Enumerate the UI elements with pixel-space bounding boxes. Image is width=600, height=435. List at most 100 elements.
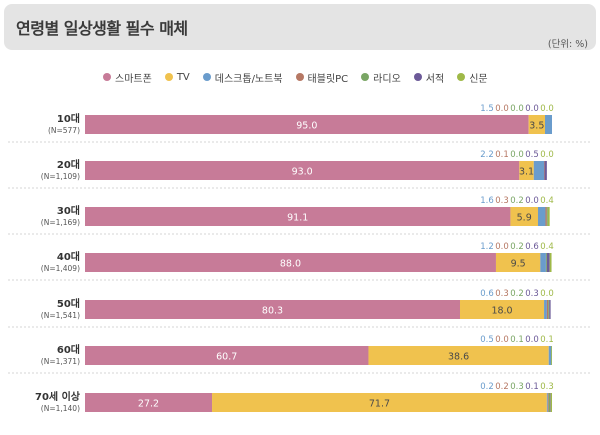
data-label-book: 0.0 (525, 335, 539, 345)
data-label-radio: 0.0 (510, 150, 524, 160)
category-n-label: (N=1,371) (41, 357, 80, 366)
bar-segment-radio (548, 300, 550, 319)
bar-segment-desktop (533, 161, 545, 180)
category-n-label: (N=1,409) (41, 264, 80, 273)
data-label-tablet: 0.3 (495, 289, 509, 299)
data-label-tv: 71.7 (369, 399, 390, 410)
bar-segment-smartphone (85, 393, 213, 412)
data-label-desktop: 1.5 (480, 104, 494, 114)
data-label-newspaper: 0.0 (540, 104, 554, 114)
bar-segment-smartphone (85, 207, 511, 226)
legend-swatch-radio (361, 73, 370, 81)
data-label-tablet: 0.0 (495, 104, 509, 114)
data-label-newspaper: 0.4 (540, 196, 554, 206)
legend-item-tablet: 태블릿PC (295, 70, 349, 85)
legend-label-newspaper: 신문 (469, 73, 488, 85)
data-label-newspaper: 0.0 (540, 289, 554, 299)
bar-segment-tablet (547, 393, 549, 412)
legend-item-book: 서적 (413, 70, 445, 85)
bar-segment-smartphone (85, 161, 520, 180)
bar-segment-smartphone (85, 346, 369, 365)
data-label-radio: 0.2 (510, 289, 524, 299)
data-label-desktop: 2.2 (480, 150, 494, 160)
category-n-label: (N=577) (48, 126, 80, 135)
data-label-smartphone: 93.0 (292, 167, 313, 178)
bar-segment-book (549, 300, 551, 319)
bar-segment-tv (212, 393, 547, 412)
data-label-tablet: 0.0 (495, 335, 509, 345)
category-label: 10대 (57, 112, 80, 125)
data-label-tv: 5.9 (517, 213, 532, 224)
bar-segment-tv (510, 207, 538, 226)
data-label-radio: 0.3 (510, 382, 524, 392)
category-label: 70세 이상 (35, 390, 81, 403)
chart-title: 연령별 일상생활 필수 매체 (16, 19, 188, 38)
data-label-smartphone: 80.3 (262, 306, 283, 317)
bar-segment-desktop (537, 207, 546, 226)
legend-item-tv: TV (164, 71, 190, 83)
legend-swatch-book (413, 73, 422, 81)
category-label: 20대 (57, 158, 80, 171)
data-label-tv: 18.0 (491, 306, 512, 317)
bar-segment-radio (545, 253, 547, 272)
legend-label-desktop: 데스크톱/노트북 (214, 73, 283, 85)
data-label-tv: 38.6 (448, 352, 469, 363)
data-label-desktop: 0.2 (480, 382, 494, 392)
data-label-newspaper: 0.1 (540, 335, 554, 345)
data-label-newspaper: 0.4 (540, 242, 554, 252)
legend-label-book: 서적 (425, 73, 445, 85)
data-label-book: 0.1 (525, 382, 539, 392)
bar-segment-book (544, 161, 547, 180)
data-label-smartphone: 60.7 (216, 352, 237, 363)
data-label-smartphone: 88.0 (280, 259, 301, 270)
category-n-label: (N=1,169) (41, 218, 80, 227)
category-n-label: (N=1,140) (41, 404, 80, 413)
data-label-newspaper: 0.3 (540, 382, 554, 392)
unit-label: (단위: %) (547, 39, 588, 50)
bar-segment-desktop (545, 115, 552, 134)
bar-segment-tv (495, 253, 541, 272)
data-label-desktop: 0.5 (480, 335, 494, 345)
legend-label-radio: 라디오 (373, 73, 401, 85)
data-label-book: 0.6 (525, 242, 539, 252)
bar-segment-tv (528, 115, 545, 134)
legend: 스마트폰 TV 데스크톱/노트북 태블릿PC 라디오 서적 신문 (103, 70, 501, 85)
legend-swatch-tablet (295, 73, 304, 81)
legend-label-smartphone: 스마트폰 (115, 73, 152, 85)
data-label-radio: 0.2 (510, 196, 524, 206)
data-label-newspaper: 0.0 (540, 150, 554, 160)
title-panel: 연령별 일상생활 필수 매체 (4, 4, 596, 50)
data-label-desktop: 1.6 (480, 196, 494, 206)
data-label-tablet: 0.0 (495, 242, 509, 252)
data-label-desktop: 0.6 (480, 289, 494, 299)
data-label-tv: 3.1 (519, 167, 534, 178)
data-label-radio: 0.2 (510, 242, 524, 252)
data-label-smartphone: 27.2 (138, 399, 159, 410)
legend-item-smartphone: 스마트폰 (103, 70, 152, 85)
bar-segment-radio (548, 393, 551, 412)
legend-swatch-newspaper (457, 73, 466, 81)
data-label-book: 0.5 (525, 150, 539, 160)
bar-segment-desktop (546, 393, 548, 412)
bar-segment-newspaper (547, 207, 550, 226)
bar-segment-desktop (540, 253, 546, 272)
category-label: 50대 (57, 297, 80, 310)
data-label-desktop: 1.2 (480, 242, 494, 252)
bar-segment-newspaper (550, 393, 552, 412)
bar-segment-tablet (545, 207, 547, 226)
category-label: 60대 (57, 343, 80, 356)
bar-segment-tv (368, 346, 549, 365)
legend-swatch-desktop (202, 73, 211, 81)
bar-segment-tv (460, 300, 545, 319)
bar-segment-tablet (546, 300, 549, 319)
data-label-radio: 0.1 (510, 335, 524, 345)
legend-label-tablet: 태블릿PC (307, 73, 349, 85)
category-n-label: (N=1,109) (41, 172, 80, 181)
legend-swatch-tv (164, 73, 173, 81)
bar-segment-book (546, 253, 550, 272)
bar-segment-smartphone (85, 253, 496, 272)
data-label-tv: 3.5 (529, 121, 544, 132)
bar-segment-desktop (544, 300, 547, 319)
legend-label-tv: TV (176, 71, 190, 83)
